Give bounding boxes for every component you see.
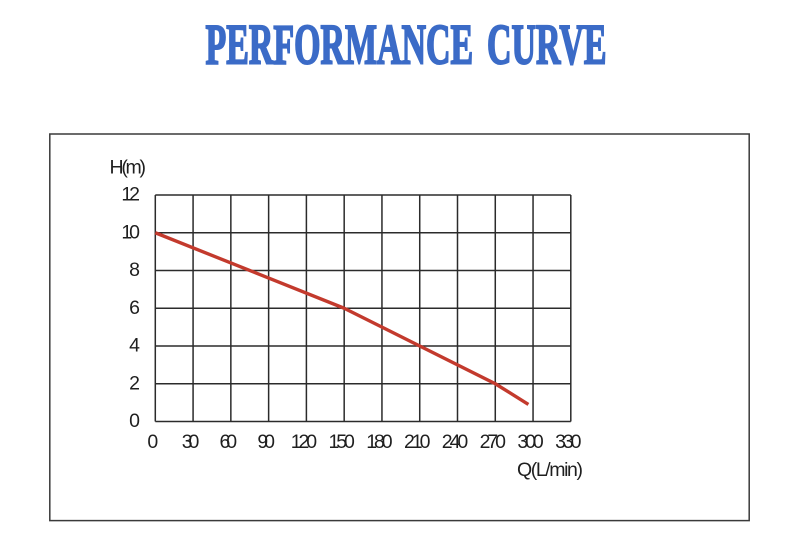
svg-text:30: 30 (182, 431, 200, 453)
svg-text:150: 150 (328, 431, 355, 453)
svg-text:210: 210 (404, 431, 431, 453)
svg-text:300: 300 (517, 431, 544, 453)
svg-text:330: 330 (555, 431, 582, 453)
svg-text:60: 60 (220, 431, 238, 453)
svg-text:240: 240 (442, 431, 469, 453)
svg-text:10: 10 (121, 221, 140, 243)
svg-text:PERFORMANCE CURVE: PERFORMANCE CURVE (206, 14, 607, 77)
svg-text:120: 120 (291, 431, 318, 453)
svg-text:0: 0 (129, 410, 140, 432)
svg-text:6: 6 (129, 297, 140, 319)
svg-text:8: 8 (129, 259, 140, 281)
svg-text:4: 4 (129, 335, 140, 357)
svg-text:12: 12 (121, 184, 140, 206)
svg-text:90: 90 (257, 431, 275, 453)
svg-text:2: 2 (129, 372, 140, 394)
svg-text:0: 0 (147, 431, 158, 453)
svg-text:H(m): H(m) (110, 157, 147, 179)
svg-text:180: 180 (366, 431, 393, 453)
svg-text:Q(L/min): Q(L/min) (517, 459, 583, 481)
svg-text:270: 270 (480, 431, 507, 453)
